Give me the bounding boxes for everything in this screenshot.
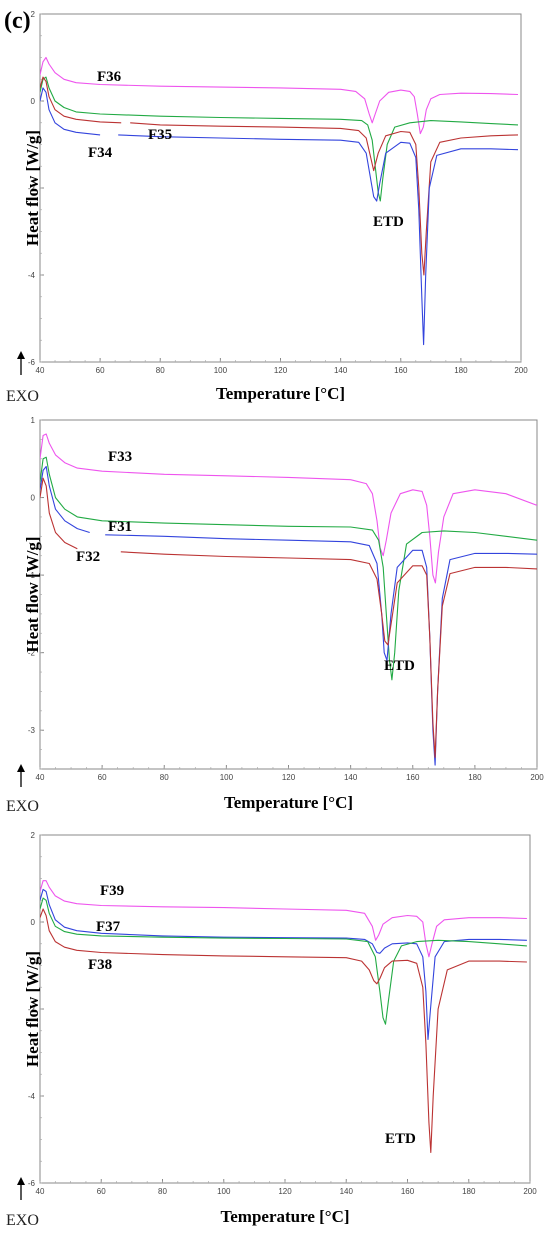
x-tick-label: 180	[468, 773, 482, 782]
y-tick-label: 0	[31, 918, 36, 927]
y-axis-label: Heat flow [W/g]	[23, 951, 42, 1067]
y-tick-label: -4	[28, 1092, 36, 1101]
x-tick-label: 120	[278, 1187, 292, 1196]
y-tick-label: -6	[28, 1179, 36, 1188]
x-tick-label: 160	[394, 366, 408, 375]
x-tick-label: 100	[220, 773, 234, 782]
x-tick-label: 180	[462, 1187, 476, 1196]
y-tick-label: -2	[28, 1005, 36, 1014]
y-tick-label: 0	[31, 97, 36, 106]
x-tick-label: 180	[454, 366, 468, 375]
y-tick-label: 2	[31, 10, 36, 19]
series-line-unlabeled-2	[40, 897, 527, 1025]
series-line-unlabeled-1	[40, 76, 519, 202]
series-label-f38: F38	[88, 957, 112, 973]
chart-panel-2: 40 60 80 100 120 140 160 180 200 -3 -2 -1 0 1 Temperat…	[6, 416, 544, 815]
y-tick-label: -6	[28, 358, 36, 367]
y-tick-label: 1	[31, 416, 36, 425]
annotation-etd: ETD	[385, 1131, 416, 1147]
x-axis-label: Temperature [°C]	[220, 1207, 349, 1226]
exo-label: EXO	[6, 798, 39, 815]
series-line-f39	[40, 880, 527, 958]
series-label-f33: F33	[108, 449, 132, 465]
y-tick-label: -1	[28, 571, 36, 580]
x-axis-label: Temperature [°C]	[224, 793, 353, 812]
x-tick-label: 200	[530, 773, 544, 782]
y-tick-label: -3	[28, 726, 36, 735]
series-line-f33	[40, 433, 537, 584]
series-label-f34: F34	[88, 145, 113, 161]
x-tick-label: 120	[274, 366, 288, 375]
y-axis-label: Heat flow [W/g]	[23, 536, 42, 652]
series-line-unlabeled-1	[40, 456, 537, 681]
x-tick-label: 40	[36, 773, 45, 782]
series-line-f34	[40, 87, 519, 346]
x-tick-label: 60	[98, 773, 107, 782]
series-line-f38	[40, 908, 527, 1154]
plot-frame	[39, 13, 522, 363]
series-line-f31	[40, 465, 537, 766]
x-tick-label: 100	[214, 366, 228, 375]
x-tick-label: 40	[36, 1187, 45, 1196]
panel-label: (c)	[4, 8, 31, 34]
series-line-f35	[40, 76, 519, 276]
series-line-f32	[40, 477, 537, 758]
exo-arrowhead	[17, 1177, 25, 1185]
series-label-f32: F32	[76, 549, 100, 565]
x-tick-label: 40	[36, 366, 45, 375]
y-tick-label: 0	[31, 494, 36, 503]
series-label-f31: F31	[108, 519, 132, 535]
y-tick-label: -2	[28, 649, 36, 658]
x-tick-label: 80	[158, 1187, 167, 1196]
x-tick-label: 120	[282, 773, 296, 782]
y-tick-label: -2	[28, 184, 36, 193]
x-tick-label: 80	[156, 366, 165, 375]
y-tick-label: 2	[31, 831, 36, 840]
series-line-f37	[40, 888, 527, 1041]
chart-panel-1: 40 60 80 100 120 140 160 180 200 -6 -4 -2 0 2 Temperat…	[6, 10, 528, 405]
series-line-f36	[40, 56, 519, 135]
x-tick-label: 140	[334, 366, 348, 375]
annotation-etd: ETD	[384, 658, 415, 674]
x-tick-label: 200	[514, 366, 528, 375]
y-tick-label: -4	[28, 271, 36, 280]
x-tick-label: 80	[160, 773, 169, 782]
x-axis-label: Temperature [°C]	[216, 384, 345, 403]
chart-panels: 40 60 80 100 120 140 160 180 200-6-4-202Temperat…	[6, 10, 544, 1229]
series-label-f36: F36	[97, 69, 122, 85]
x-tick-label: 200	[523, 1187, 537, 1196]
x-tick-label: 160	[406, 773, 420, 782]
series-label-f35: F35	[148, 127, 172, 143]
series-label-f39: F39	[100, 883, 124, 899]
x-tick-label: 140	[340, 1187, 354, 1196]
x-tick-label: 60	[97, 1187, 106, 1196]
x-tick-label: 100	[217, 1187, 231, 1196]
exo-label: EXO	[6, 1212, 39, 1229]
exo-arrowhead	[17, 351, 25, 359]
y-axis-label: Heat flow [W/g]	[23, 130, 42, 246]
exo-arrowhead	[17, 764, 25, 772]
x-tick-label: 60	[96, 366, 105, 375]
exo-label: EXO	[6, 388, 39, 405]
series-label-f37: F37	[96, 919, 121, 935]
x-tick-label: 140	[344, 773, 358, 782]
chart-panel-3: 40 60 80 100 120 140 160 180 200 -6 -4 -2 0 2 Temperat…	[6, 831, 537, 1229]
annotation-etd: ETD	[373, 214, 404, 230]
x-tick-label: 160	[401, 1187, 415, 1196]
